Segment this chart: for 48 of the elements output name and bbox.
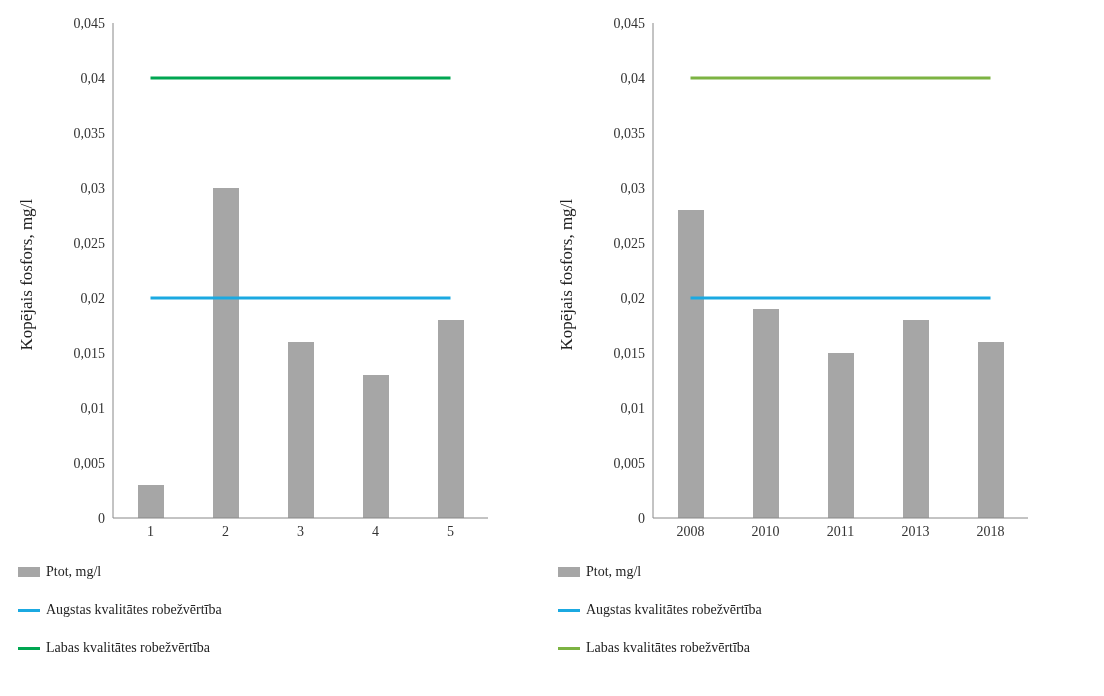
bar xyxy=(288,342,314,518)
x-tick-label: 3 xyxy=(297,523,304,539)
legend-label: Labas kvalitātes robežvērtība xyxy=(586,640,751,656)
y-tick-label: 0,04 xyxy=(80,70,105,86)
bar xyxy=(138,485,164,518)
bar xyxy=(213,188,239,518)
bar xyxy=(438,320,464,518)
bar xyxy=(828,353,854,518)
y-axis-title: Kopējais fosfors, mg/l xyxy=(557,198,577,351)
legend-label: Augstas kvalitātes robežvērtība xyxy=(586,602,762,618)
x-tick-label: 2011 xyxy=(826,523,855,539)
y-tick-label: 0,015 xyxy=(73,345,105,361)
y-tick-label: 0 xyxy=(638,510,645,526)
y-tick-label: 0,045 xyxy=(73,15,105,31)
bar xyxy=(903,320,929,518)
bar xyxy=(978,342,1004,518)
x-tick-label: 4 xyxy=(372,523,379,539)
legend-label: Augstas kvalitātes robežvērtība xyxy=(46,602,222,618)
y-axis-title: Kopējais fosfors, mg/l xyxy=(17,198,37,351)
x-tick-label: 1 xyxy=(147,523,154,539)
x-tick-label: 2013 xyxy=(901,523,930,539)
bar xyxy=(363,375,389,518)
y-tick-label: 0,02 xyxy=(620,290,645,306)
y-tick-label: 0,015 xyxy=(613,345,645,361)
bar xyxy=(753,309,779,518)
y-tick-label: 0,005 xyxy=(613,455,645,471)
x-tick-label: 2010 xyxy=(751,523,780,539)
legend-label: Labas kvalitātes robežvērtība xyxy=(46,640,211,656)
y-tick-label: 0,03 xyxy=(620,180,645,196)
x-tick-label: 2 xyxy=(222,523,229,539)
y-tick-label: 0,045 xyxy=(613,15,645,31)
y-tick-label: 0,01 xyxy=(80,400,105,416)
bar xyxy=(678,210,704,518)
y-tick-label: 0 xyxy=(98,510,105,526)
y-tick-label: 0,035 xyxy=(613,125,645,141)
y-tick-label: 0,005 xyxy=(73,455,105,471)
y-tick-label: 0,025 xyxy=(73,235,105,251)
legend-label: Ptot, mg/l xyxy=(586,564,642,580)
y-tick-label: 0,035 xyxy=(73,125,105,141)
x-tick-label: 5 xyxy=(447,523,454,539)
legend-label: Ptot, mg/l xyxy=(46,564,102,580)
x-tick-label: 2008 xyxy=(676,523,705,539)
y-tick-label: 0,02 xyxy=(80,290,105,306)
y-tick-label: 0,01 xyxy=(620,400,645,416)
y-tick-label: 0,03 xyxy=(80,180,105,196)
y-tick-label: 0,04 xyxy=(620,70,645,86)
y-tick-label: 0,025 xyxy=(613,235,645,251)
x-tick-label: 2018 xyxy=(976,523,1005,539)
